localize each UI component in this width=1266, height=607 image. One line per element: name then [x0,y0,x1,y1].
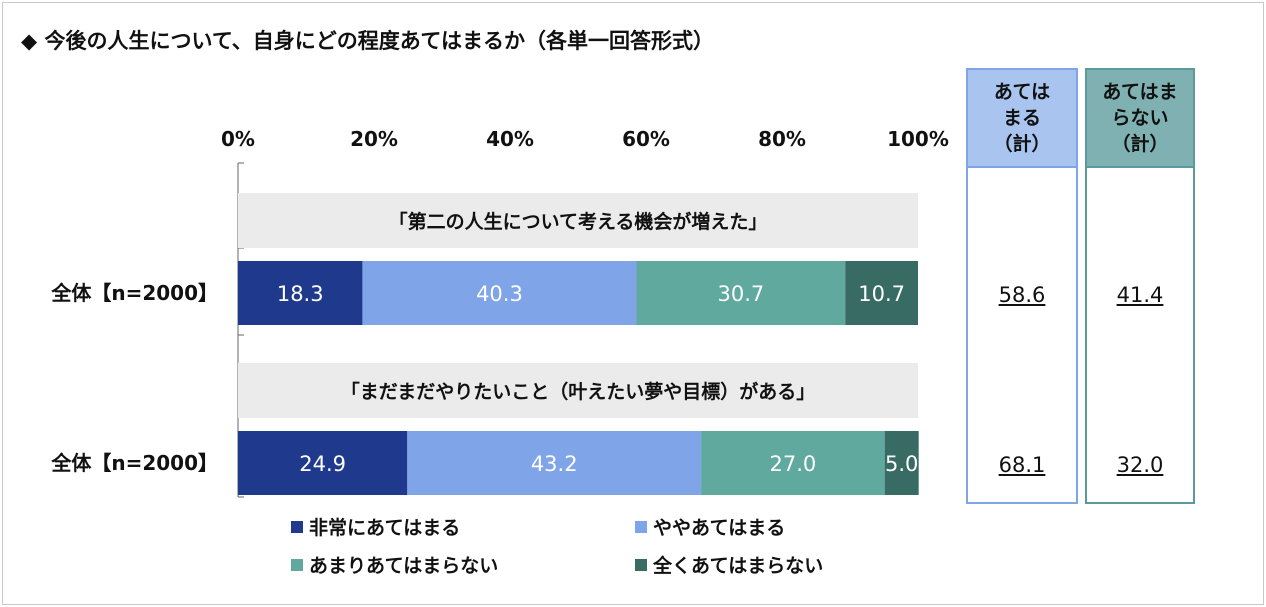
data-label: 27.0 [769,452,816,476]
x-axis-ticks: 0% 20% 40% 60% 80% 100% [221,127,949,151]
plot-area: 「第二の人生について考える機会が増えた」全体【n=2000】 18.3 40.3 30… [50,162,919,498]
question-band [238,193,918,248]
total-disagree-value-q1: 41.4 [1116,283,1164,307]
legend-swatch [291,559,303,571]
totals-agree-header: あては まる （計） [968,70,1076,168]
total-agree-value-q1: 58.6 [998,283,1046,307]
total-disagree-value-q2: 32.0 [1116,453,1164,477]
legend-swatch [291,521,303,533]
bar-segment [636,261,846,325]
bar-segment [362,261,637,325]
legend-label: 非常にあてはまる [309,516,460,539]
totals-disagree-header: あてはま らない （計） [1087,70,1193,168]
data-label: 10.7 [858,282,905,306]
question-group: 「第二の人生について考える機会が増えた」全体【n=2000】 18.3 40.3 30… [50,193,918,325]
bar-segment [845,261,918,325]
question-group: 「まだまだやりたいこと（叶えたい夢や目標）がある」全体【n=2000】 24.9 4… [50,363,919,495]
data-label: 24.9 [299,452,346,476]
total-agree-value-q2: 68.1 [998,453,1046,477]
bar-segment [238,431,408,495]
totals-agree-column: あては まる （計） 58.6 68.1 [966,68,1078,504]
data-label: 18.3 [277,282,324,306]
bar-segment [407,431,702,495]
legend-label: あまりあてはまらない [309,555,498,577]
x-tick-label: 80% [758,127,806,151]
legend-label: ややあてはまる [653,517,785,539]
data-label: 40.3 [476,282,523,306]
x-tick-label: 60% [622,127,670,151]
chart-title: ◆ 今後の人生について、自身にどの程度あてはまるか（各単一回答形式） [21,29,714,53]
x-tick-label: 0% [221,127,255,151]
legend-swatch [635,521,647,533]
x-tick-label: 20% [350,127,398,151]
question-text: 「まだまだやりたいこと（叶えたい夢や目標）がある」 [341,380,816,403]
bar-segment [238,261,363,325]
row-label: 全体【n=2000】 [50,451,218,475]
x-tick-label: 100% [887,127,949,151]
bar-segment [884,431,919,495]
data-label: 5.0 [885,452,918,476]
question-text: 「第二の人生について考える機会が増えた」 [389,210,768,233]
totals-disagree-column: あてはま らない （計） 41.4 32.0 [1085,68,1195,504]
x-tick-label: 40% [486,127,534,151]
data-label: 30.7 [717,282,764,306]
bar-segment [701,431,885,495]
question-band [238,363,918,418]
row-label: 全体【n=2000】 [50,281,218,305]
legend-swatch [635,559,647,571]
legend-label: 全くあてはまらない [652,554,823,577]
data-label: 43.2 [531,452,578,476]
